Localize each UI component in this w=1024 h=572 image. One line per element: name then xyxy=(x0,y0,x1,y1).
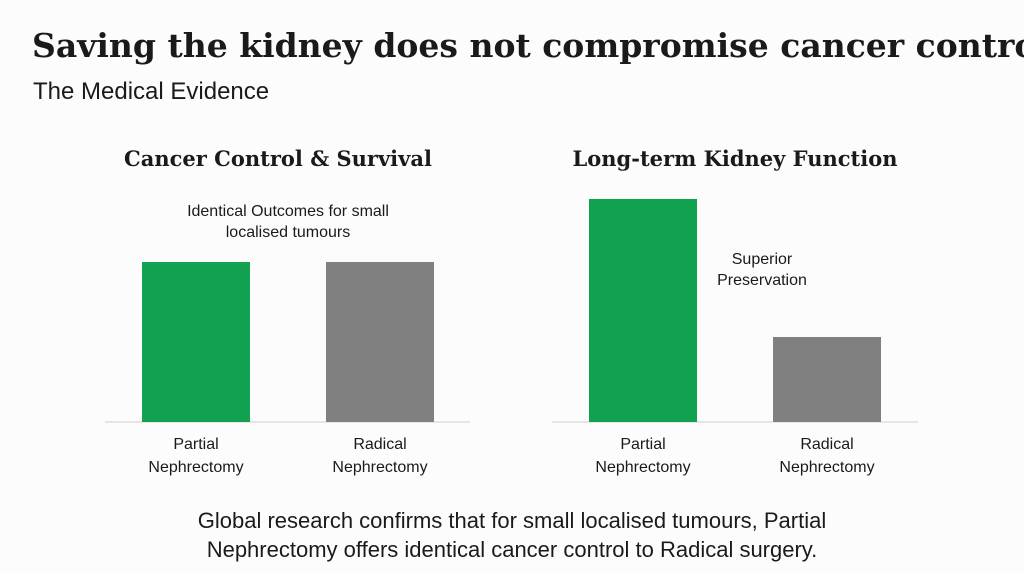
x-tick-label: Radical Nephrectomy xyxy=(779,436,875,476)
bar xyxy=(142,262,250,422)
slide-subtitle: The Medical Evidence xyxy=(33,78,270,105)
chart-title: Long-term Kidney Function xyxy=(572,146,898,171)
chart-title: Cancer Control & Survival xyxy=(124,146,432,171)
x-tick-label: Radical Nephrectomy xyxy=(332,436,428,476)
slide-title: Saving the kidney does not compromise ca… xyxy=(32,26,1024,65)
bar xyxy=(326,262,434,422)
x-tick-label: Partial Nephrectomy xyxy=(595,436,691,476)
annotation: Identical Outcomes for small localised t… xyxy=(187,203,389,241)
annotation: Superior Preservation xyxy=(717,251,807,289)
bar xyxy=(589,199,697,422)
x-tick-label: Partial Nephrectomy xyxy=(148,436,244,476)
bar xyxy=(773,337,881,422)
caption: Global research confirms that for small … xyxy=(197,508,827,562)
